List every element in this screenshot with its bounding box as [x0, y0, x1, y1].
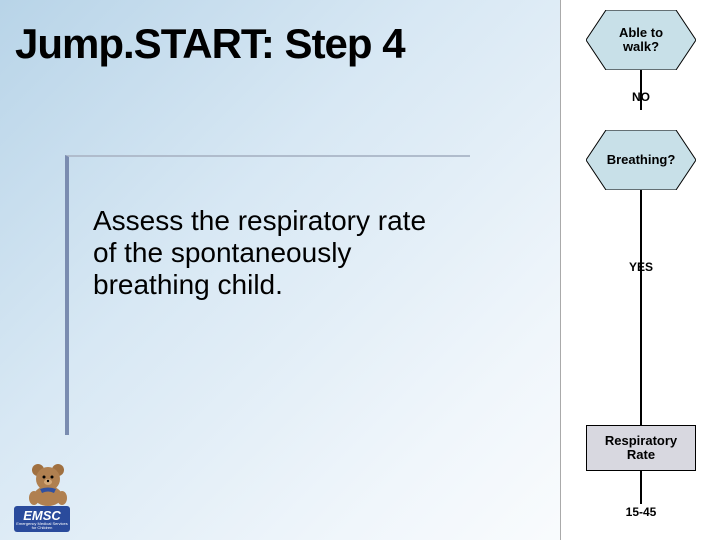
- flowchart-node-breathing: Breathing?: [586, 130, 696, 190]
- emsc-subtext: Emergency Medical Services for Children: [14, 522, 70, 530]
- teddy-bear-icon: [26, 462, 70, 506]
- emsc-badge: EMSC Emergency Medical Services for Chil…: [14, 506, 70, 532]
- emsc-brand-text: EMSC: [23, 509, 61, 522]
- flowchart-edge-line: [640, 190, 642, 310]
- flowchart-edge-label: NO: [561, 90, 720, 104]
- flowchart-edge-label: YES: [561, 260, 720, 274]
- flowchart-edge-label: 15-45: [561, 505, 720, 519]
- logo: EMSC Emergency Medical Services for Chil…: [8, 462, 88, 532]
- content-text: Assess the respiratory rate of the spont…: [93, 205, 450, 302]
- flowchart: NO Able to walk? YES Breathing? Respirat…: [560, 0, 720, 540]
- flowchart-node-label: Respiratory Rate: [605, 434, 677, 463]
- page-title: Jump.START: Step 4: [15, 20, 405, 68]
- slide: Jump.START: Step 4 Assess the respirator…: [0, 0, 720, 540]
- flowchart-node-label: Able to walk?: [586, 10, 696, 70]
- flowchart-edge-line: [640, 310, 642, 425]
- flowchart-edge-line: [640, 471, 642, 504]
- flowchart-node-label: Breathing?: [586, 130, 696, 190]
- flowchart-node-walk: Able to walk?: [586, 10, 696, 70]
- flowchart-node-resp-rate: Respiratory Rate: [586, 425, 696, 471]
- content-box: Assess the respiratory rate of the spont…: [65, 155, 470, 435]
